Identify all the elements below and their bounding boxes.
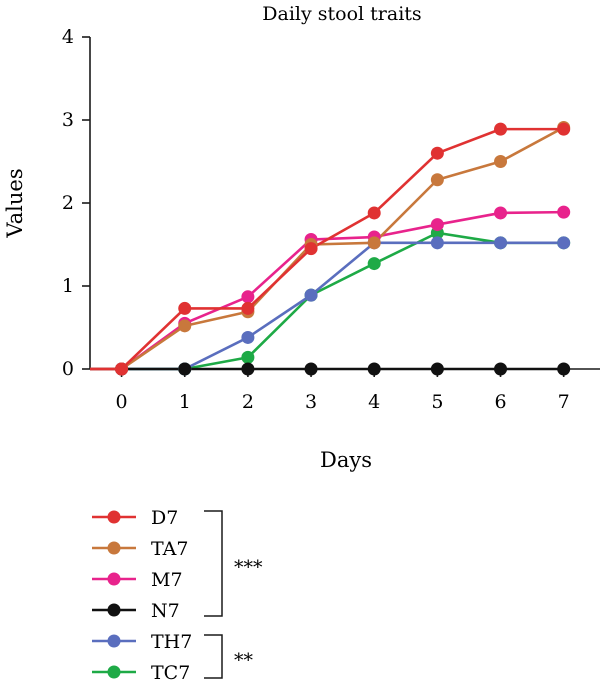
significance-label: *** [234, 557, 263, 579]
data-point-d7 [115, 362, 129, 376]
legend-item-th7: TH7 [92, 631, 192, 653]
significance-bracket-2: ** [204, 634, 254, 679]
legend-marker [107, 665, 121, 679]
data-point-tc7 [241, 350, 255, 364]
y-tick-label: 3 [62, 109, 74, 131]
bracket-line [204, 510, 223, 617]
data-point-d7 [241, 301, 255, 315]
legend-item-m7: M7 [92, 569, 183, 591]
legend-label: M7 [151, 569, 183, 591]
data-point-ta7 [367, 236, 381, 250]
legend-item-tc7: TC7 [92, 662, 190, 684]
data-point-th7 [494, 236, 508, 250]
data-point-d7 [178, 301, 192, 315]
bracket-line [204, 634, 223, 679]
data-point-n7 [241, 362, 255, 376]
data-point-m7 [430, 218, 444, 232]
data-point-ta7 [430, 173, 444, 187]
x-tick-label: 2 [242, 391, 254, 413]
data-point-ta7 [494, 155, 508, 168]
legend-item-n7: N7 [92, 600, 180, 622]
chart-title: Daily stool traits [262, 3, 421, 25]
x-tick-label: 1 [179, 391, 191, 413]
series-line-th7 [90, 241, 564, 371]
legend-label: TC7 [151, 662, 190, 684]
legend-marker [107, 634, 121, 648]
data-point-th7 [241, 330, 255, 344]
data-point-n7 [304, 362, 318, 376]
data-point-n7 [367, 362, 381, 376]
y-axis-label: Values [3, 168, 27, 238]
data-point-m7 [241, 290, 255, 304]
legend-marker [107, 541, 121, 555]
legend-item-ta7: TA7 [92, 538, 188, 560]
legend-marker [107, 603, 121, 617]
legend-item-d7: D7 [92, 507, 178, 529]
data-point-d7 [304, 242, 318, 256]
x-tick-label: 4 [368, 391, 380, 413]
data-point-d7 [557, 122, 571, 136]
data-point-ta7 [178, 319, 192, 333]
y-tick-label: 4 [62, 26, 74, 48]
significance-label: ** [234, 650, 254, 672]
data-point-d7 [430, 146, 444, 160]
legend-label: N7 [151, 600, 180, 622]
legend-label: TA7 [151, 538, 188, 560]
x-tick-label: 5 [431, 391, 443, 413]
series-line-tc7 [90, 231, 564, 371]
data-point-d7 [367, 206, 381, 220]
x-tick-label: 3 [305, 391, 317, 413]
data-point-tc7 [367, 257, 381, 271]
data-point-n7 [178, 362, 192, 376]
y-tick-label: 1 [62, 275, 74, 297]
series-line-m7 [90, 210, 564, 371]
data-point-m7 [494, 206, 508, 220]
significance-bracket-1: *** [204, 510, 263, 617]
data-point-m7 [557, 205, 571, 219]
legend-label: TH7 [151, 631, 192, 653]
x-axis-label: Days [320, 448, 372, 472]
y-tick-label: 2 [62, 192, 74, 214]
data-point-th7 [557, 236, 571, 250]
data-point-th7 [304, 288, 318, 302]
data-point-n7 [494, 362, 508, 376]
x-tick-label: 0 [116, 391, 128, 413]
data-point-n7 [557, 362, 571, 376]
x-tick-label: 7 [558, 391, 570, 413]
legend-label: D7 [151, 507, 178, 529]
data-point-d7 [494, 122, 508, 136]
data-point-n7 [430, 362, 444, 376]
data-point-th7 [430, 236, 444, 250]
y-tick-label: 0 [62, 358, 74, 380]
x-tick-label: 6 [494, 391, 506, 413]
legend-marker [107, 572, 121, 586]
legend-marker [107, 510, 121, 524]
